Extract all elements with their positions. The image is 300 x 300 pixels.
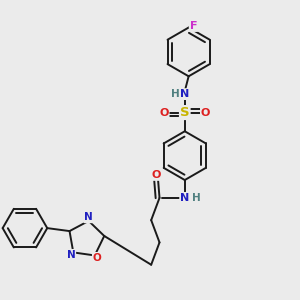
Text: N: N bbox=[180, 193, 189, 203]
Text: N: N bbox=[67, 250, 75, 260]
Text: N: N bbox=[84, 212, 93, 222]
Text: O: O bbox=[201, 108, 210, 118]
Text: H: H bbox=[172, 89, 180, 99]
Text: O: O bbox=[152, 170, 161, 180]
Text: H: H bbox=[192, 193, 201, 203]
Text: F: F bbox=[190, 21, 197, 31]
Text: N: N bbox=[180, 89, 189, 99]
Text: O: O bbox=[93, 253, 101, 263]
Text: S: S bbox=[180, 106, 190, 119]
Text: O: O bbox=[159, 108, 169, 118]
